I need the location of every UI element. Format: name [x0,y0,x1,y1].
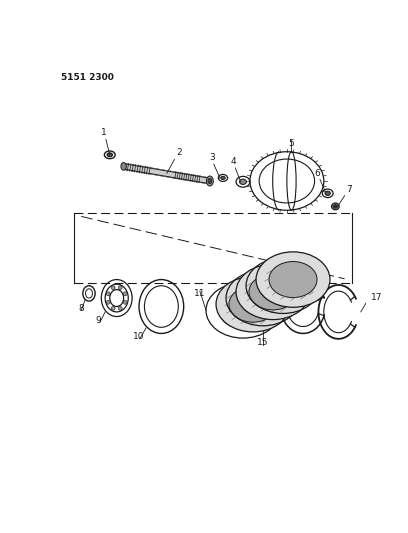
Text: 5: 5 [288,139,294,148]
Ellipse shape [118,306,122,310]
Ellipse shape [118,286,122,289]
Text: 2: 2 [176,148,182,157]
Ellipse shape [229,286,277,322]
Text: 3: 3 [209,153,215,161]
Ellipse shape [216,277,290,332]
Ellipse shape [208,179,212,184]
Ellipse shape [236,264,310,320]
Ellipse shape [111,306,115,310]
Text: 8: 8 [78,304,84,313]
Text: 11: 11 [194,289,206,298]
Text: 5151 2300: 5151 2300 [61,73,114,82]
Ellipse shape [333,205,337,208]
Text: 10: 10 [133,332,144,341]
Ellipse shape [221,176,225,180]
Text: 12: 12 [244,287,255,295]
Ellipse shape [332,203,339,210]
Ellipse shape [106,301,110,304]
Ellipse shape [111,286,115,289]
Text: 13: 13 [259,277,270,286]
Ellipse shape [123,301,127,304]
Text: 7: 7 [346,185,352,194]
Ellipse shape [121,163,126,170]
Ellipse shape [107,153,113,157]
Text: 4: 4 [231,157,237,166]
Text: 9: 9 [95,316,101,325]
Text: 16: 16 [313,272,324,281]
Ellipse shape [249,274,297,310]
Ellipse shape [206,176,213,186]
Text: 1: 1 [101,128,106,137]
Ellipse shape [239,179,246,184]
Polygon shape [123,164,210,184]
Ellipse shape [256,252,330,308]
Text: 14: 14 [283,273,294,281]
Ellipse shape [269,262,317,297]
Ellipse shape [123,292,127,296]
Text: 6: 6 [315,169,321,178]
Text: 17: 17 [371,293,382,302]
Text: 15: 15 [257,337,269,346]
Ellipse shape [325,191,330,196]
Ellipse shape [106,292,110,296]
